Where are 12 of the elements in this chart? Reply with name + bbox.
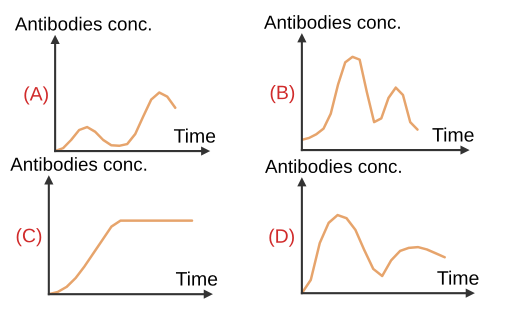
text: (C): [16, 228, 42, 246]
text: (D): [269, 228, 294, 247]
y-axis-title: Antibodies conc.: [10, 157, 146, 171]
y-axis-title: Antibodies conc.: [264, 15, 400, 29]
x-axis-title: Time: [174, 128, 216, 143]
x-axis-title: Time: [176, 271, 218, 286]
y-axis-title: Antibodies conc.: [14, 16, 151, 31]
x-axis-title: Time: [437, 270, 478, 285]
text: (B): [270, 85, 294, 104]
x-axis-title: Time: [432, 127, 474, 142]
y-axis-title: Antibodies conc.: [265, 159, 401, 174]
text: (A): [24, 86, 48, 105]
